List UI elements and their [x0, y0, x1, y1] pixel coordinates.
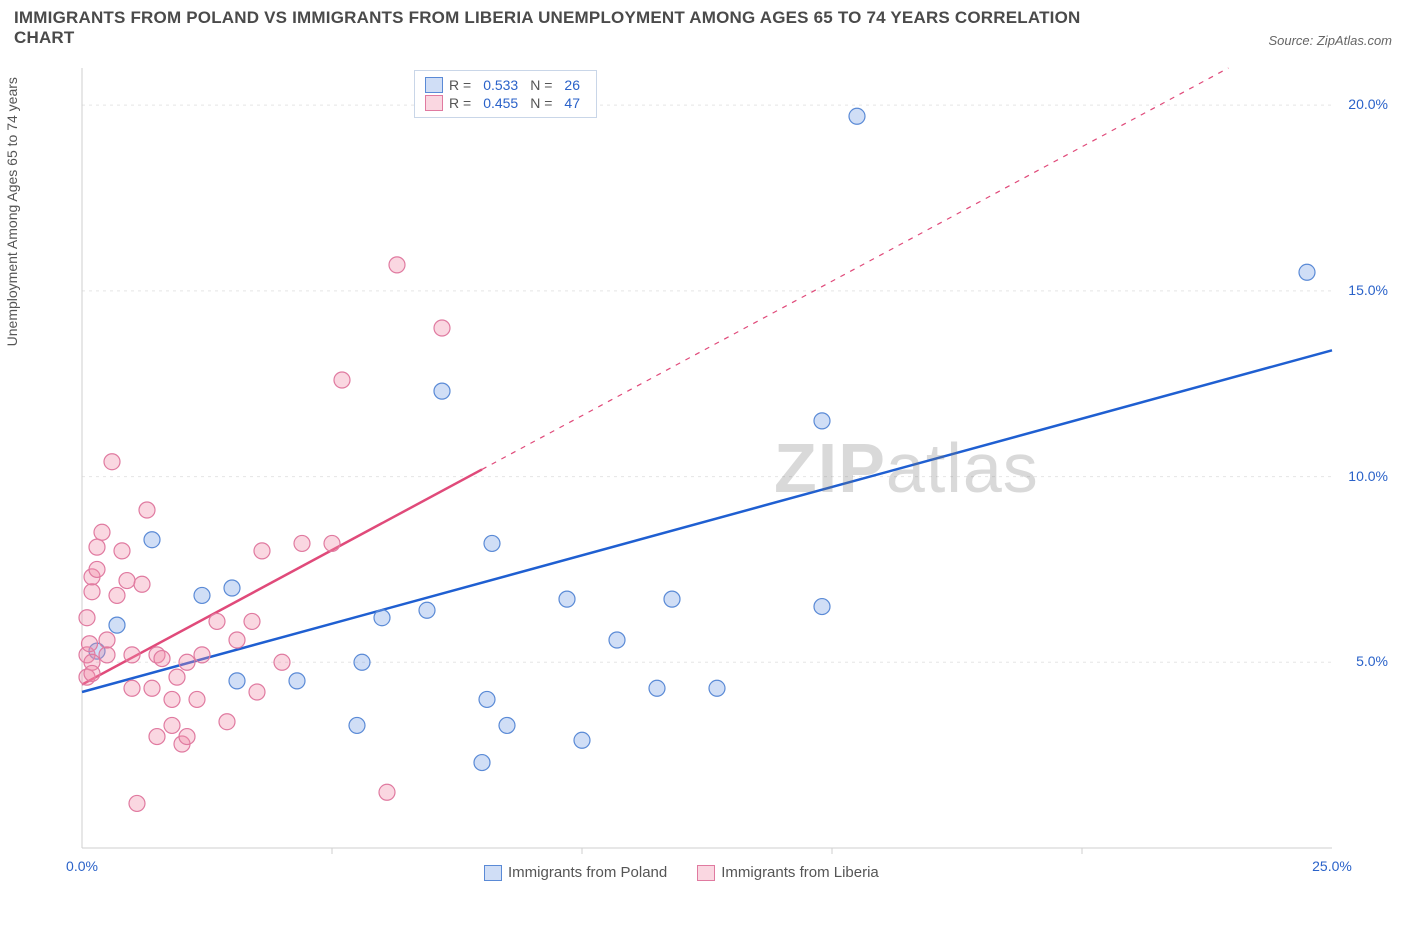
series-legend: Immigrants from Poland Immigrants from Li…	[484, 864, 879, 881]
series-legend-label: Immigrants from Poland	[508, 864, 667, 881]
legend-row: R = 0.455 N = 47	[425, 95, 586, 111]
legend-r-label: R =	[449, 77, 471, 93]
legend-r-value: 0.533	[483, 77, 518, 93]
series-legend-item: Immigrants from Poland	[484, 864, 667, 881]
x-tick-label: 0.0%	[66, 858, 98, 874]
legend-r-label: R =	[449, 95, 471, 111]
legend-n-value: 47	[564, 95, 580, 111]
chart-area: Unemployment Among Ages 65 to 74 years Z…	[14, 58, 1392, 903]
legend-swatch	[425, 77, 443, 93]
series-legend-label: Immigrants from Liberia	[721, 864, 879, 881]
y-tick-label: 5.0%	[1338, 653, 1388, 669]
chart-title: IMMIGRANTS FROM POLAND VS IMMIGRANTS FRO…	[14, 8, 1134, 48]
legend-swatch	[484, 865, 502, 881]
legend-n-value: 26	[564, 77, 580, 93]
y-axis-label: Unemployment Among Ages 65 to 74 years	[4, 77, 20, 346]
legend-r-value: 0.455	[483, 95, 518, 111]
y-tick-label: 10.0%	[1338, 468, 1388, 484]
x-tick-label: 25.0%	[1312, 858, 1352, 874]
chart-header: IMMIGRANTS FROM POLAND VS IMMIGRANTS FRO…	[0, 0, 1406, 52]
legend-row: R = 0.533 N = 26	[425, 77, 586, 93]
legend-n-label: N =	[530, 77, 552, 93]
correlation-legend: R = 0.533 N = 26 R = 0.455 N = 47	[414, 70, 597, 118]
series-legend-item: Immigrants from Liberia	[697, 864, 879, 881]
y-tick-label: 15.0%	[1338, 282, 1388, 298]
source-label: Source: ZipAtlas.com	[1268, 33, 1392, 48]
scatter-plot	[14, 58, 1392, 898]
legend-swatch	[425, 95, 443, 111]
y-tick-label: 20.0%	[1338, 96, 1388, 112]
legend-swatch	[697, 865, 715, 881]
legend-n-label: N =	[530, 95, 552, 111]
